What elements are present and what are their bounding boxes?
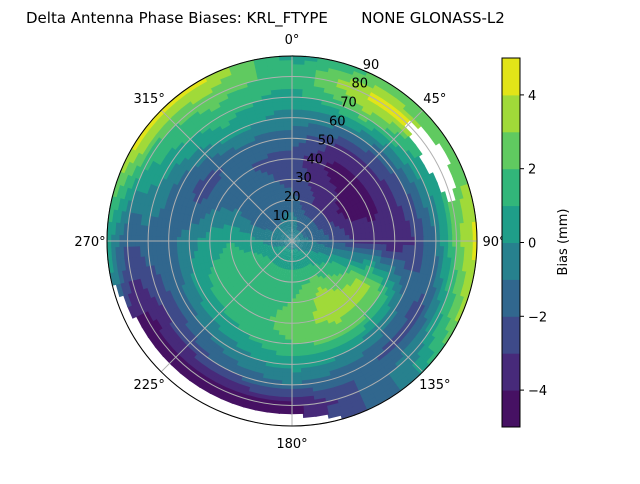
angle-tick-label: 225° — [134, 378, 165, 393]
colorbar-level — [502, 169, 520, 206]
contour-cell — [139, 235, 144, 247]
colorbar-tick-label: −2 — [528, 310, 547, 325]
contour-cell — [119, 234, 124, 247]
contour-cell — [448, 235, 453, 247]
colorbar-level — [502, 132, 520, 169]
colorbar-tick-label: 4 — [528, 89, 536, 104]
angle-tick-label: 135° — [419, 378, 450, 393]
contour-cell — [279, 409, 292, 414]
polar-grid — [107, 56, 477, 426]
colorbar-level — [502, 206, 520, 243]
colorbar-level — [502, 243, 520, 280]
radial-tick-label: 80 — [351, 77, 368, 92]
colorbar-tick-label: 0 — [528, 237, 536, 252]
radial-tick-label: 60 — [329, 115, 346, 130]
radial-tick-label: 70 — [340, 96, 357, 111]
colorbar-label: Bias (mm) — [556, 209, 571, 276]
contour-cell — [460, 235, 465, 248]
contour-cell — [111, 233, 116, 247]
contour-cell — [436, 236, 441, 247]
angle-tick-label: 0° — [285, 33, 300, 48]
contour-cell — [291, 409, 304, 414]
chart-title: Delta Antenna Phase Biases: KRL_FTYPE NO… — [26, 9, 505, 28]
contour-cell — [131, 234, 136, 246]
contour-cell — [115, 234, 120, 248]
colorbar-level — [502, 279, 520, 316]
colorbar-tick-label: 2 — [528, 163, 536, 178]
angle-tick-label: 180° — [276, 437, 307, 452]
radial-tick-label: 40 — [306, 152, 323, 167]
colorbar-level — [502, 390, 520, 427]
radial-tick-label: 30 — [295, 171, 312, 186]
contour-cell — [440, 236, 445, 248]
angle-tick-label: 270° — [74, 235, 105, 250]
radial-tick-label: 90 — [363, 58, 380, 73]
contour-cell — [143, 235, 148, 246]
radial-tick-label: 20 — [284, 190, 301, 205]
colorbar-level — [502, 316, 520, 353]
contour-cell — [444, 236, 449, 248]
radial-tick-label: 50 — [318, 133, 335, 148]
contour-cell — [135, 234, 140, 246]
contour-cell — [456, 235, 461, 248]
colorbar: −4 −2 0 2 4 — [502, 58, 547, 428]
colorbar-level — [502, 353, 520, 390]
radial-tick-label: 10 — [273, 209, 290, 224]
colorbar-tick-label: −4 — [528, 384, 547, 399]
colorbar-level — [502, 58, 520, 95]
contour-cell — [469, 235, 474, 249]
colorbar-level — [502, 95, 520, 132]
angle-tick-label: 45° — [423, 92, 446, 107]
contour-cell — [123, 234, 128, 247]
contour-cell — [465, 235, 470, 249]
angle-tick-label: 315° — [134, 92, 165, 107]
